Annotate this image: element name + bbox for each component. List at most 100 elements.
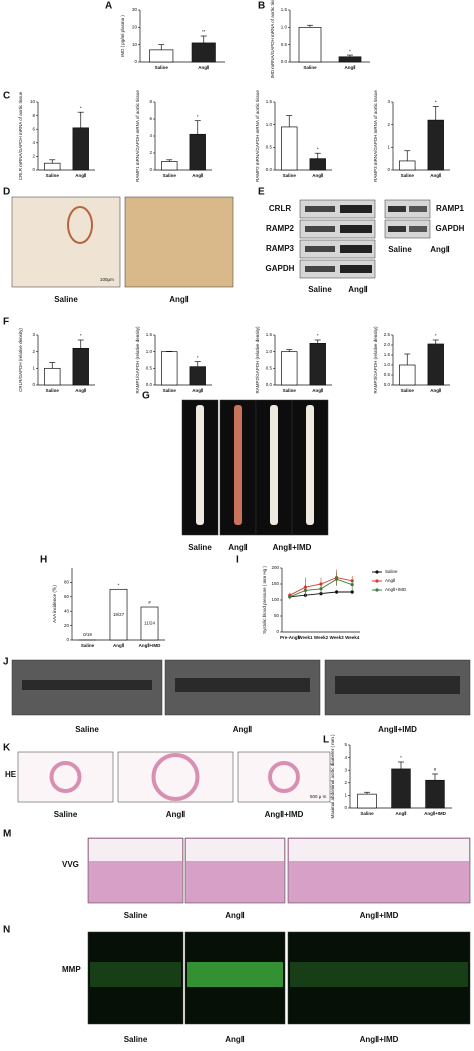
bar bbox=[189, 366, 206, 386]
image-label: AngⅡ+IMD bbox=[273, 543, 312, 552]
x-tick-label: AngⅡ bbox=[75, 387, 87, 393]
y-axis-label: RAMP2/GAPDH (relative density) bbox=[255, 326, 260, 394]
x-tick-label: Saline bbox=[283, 173, 297, 178]
y-axis-label: CRLR mRNA/GAPDH mRNA of aortic tissue bbox=[18, 91, 23, 180]
y-tick-label: 1.5 bbox=[281, 7, 288, 12]
panel-letter: E bbox=[258, 187, 265, 198]
vessel-section bbox=[151, 753, 200, 801]
aorta bbox=[196, 405, 204, 525]
band bbox=[409, 206, 427, 212]
x-tick-label: AngⅡ bbox=[430, 387, 442, 393]
y-tick-label: 0 bbox=[66, 637, 69, 642]
image-label: CRLR bbox=[269, 204, 291, 213]
y-tick-label: 1.5 bbox=[384, 352, 391, 357]
y-tick-label: 0.0 bbox=[266, 167, 273, 172]
bar bbox=[281, 351, 298, 386]
x-tick-label: AngⅡ bbox=[345, 64, 357, 70]
x-tick-label: Pre-AngⅡ bbox=[280, 634, 301, 640]
y-tick-label: 2 bbox=[32, 154, 35, 159]
x-tick-label: Week2 bbox=[314, 635, 329, 640]
x-tick-label: Week4 bbox=[345, 635, 360, 640]
panel-letter: B bbox=[258, 1, 265, 12]
y-tick-label: 2 bbox=[32, 349, 35, 354]
y-tick-label: 1.0 bbox=[266, 349, 273, 354]
image-label: Saline bbox=[188, 543, 212, 552]
background-area bbox=[186, 839, 284, 861]
y-tick-label: 0 bbox=[344, 805, 347, 810]
scale-label: 100μm bbox=[100, 277, 114, 282]
value-label: 19/27 bbox=[113, 612, 125, 617]
significance-mark: * bbox=[400, 755, 402, 760]
y-tick-label: 0 bbox=[134, 59, 137, 64]
x-tick-label: Saline bbox=[303, 65, 317, 70]
bar bbox=[191, 42, 216, 63]
bar bbox=[298, 26, 322, 63]
bar bbox=[399, 160, 416, 171]
blot bbox=[299, 239, 376, 259]
bar bbox=[161, 351, 178, 386]
image-label: Saline bbox=[54, 810, 78, 819]
x-tick-label: AngⅡ bbox=[192, 172, 204, 178]
y-tick-label: 0 bbox=[276, 629, 279, 634]
aorta bbox=[270, 405, 278, 525]
y-tick-label: 1.5 bbox=[266, 99, 273, 104]
y-tick-label: 0.0 bbox=[266, 382, 273, 387]
x-tick-label: AngⅡ bbox=[396, 810, 408, 816]
x-tick-label: Week1 bbox=[298, 635, 313, 640]
panel-letter: K bbox=[3, 743, 11, 754]
y-tick-label: 0.5 bbox=[266, 145, 273, 150]
image-label: RAMP1 bbox=[436, 204, 465, 213]
bar bbox=[44, 367, 61, 386]
y-axis-label: RAMP3 mRNA/GAPDH mRNA of aortic tissue bbox=[373, 90, 378, 182]
y-tick-label: 1.5 bbox=[146, 332, 153, 337]
image bbox=[124, 196, 234, 288]
point bbox=[288, 595, 292, 599]
point bbox=[303, 588, 307, 593]
image-label: AngⅡ bbox=[228, 543, 248, 552]
x-tick-label: Week3 bbox=[330, 635, 345, 640]
y-tick-label: 0.5 bbox=[266, 366, 273, 371]
bar bbox=[149, 49, 174, 63]
aorta bbox=[306, 405, 314, 525]
fluorescence bbox=[290, 962, 468, 987]
y-tick-label: 1.0 bbox=[146, 349, 153, 354]
x-tick-label: AngⅡ bbox=[75, 172, 87, 178]
y-tick-label: 0.0 bbox=[384, 382, 391, 387]
value-label: 11/24 bbox=[144, 621, 155, 626]
significance-mark: * bbox=[118, 582, 120, 587]
y-tick-label: 100 bbox=[271, 597, 279, 602]
y-tick-label: 200 bbox=[271, 565, 279, 570]
image-label: Saline bbox=[388, 245, 412, 254]
image bbox=[117, 751, 234, 803]
y-tick-label: 0.5 bbox=[384, 372, 391, 377]
y-tick-label: 80 bbox=[64, 580, 70, 585]
bar bbox=[309, 342, 326, 386]
y-tick-label: 8 bbox=[149, 99, 152, 104]
bar bbox=[161, 161, 178, 171]
aorta bbox=[234, 405, 242, 525]
blot bbox=[384, 199, 431, 219]
x-tick-label: Saline bbox=[283, 388, 297, 393]
y-tick-label: 20 bbox=[64, 623, 70, 628]
x-tick-label: AngⅡ bbox=[312, 387, 324, 393]
image-label: AngⅡ bbox=[233, 725, 253, 734]
background-area bbox=[89, 839, 182, 861]
blot bbox=[299, 259, 376, 279]
legend-marker bbox=[375, 570, 379, 574]
x-tick-label: Saline bbox=[46, 388, 60, 393]
y-axis-label: RAMP2 mRNA/GAPDH mRNA of aortic tissue bbox=[255, 90, 260, 182]
x-tick-label: AngⅡ bbox=[430, 172, 442, 178]
y-tick-label: 2 bbox=[387, 122, 390, 127]
y-tick-label: 2.5 bbox=[384, 332, 391, 337]
lumen bbox=[175, 678, 310, 692]
significance-mark: * bbox=[435, 100, 437, 105]
band bbox=[340, 225, 372, 233]
point bbox=[350, 583, 354, 587]
y-axis-label: IMD ( pg/ml plasma ) bbox=[120, 15, 125, 57]
y-tick-label: 2 bbox=[344, 780, 347, 785]
band bbox=[340, 265, 372, 273]
point bbox=[335, 577, 339, 581]
point bbox=[335, 590, 339, 594]
x-tick-label: Saline bbox=[401, 388, 415, 393]
image-label: AngⅡ+IMD bbox=[265, 810, 304, 819]
